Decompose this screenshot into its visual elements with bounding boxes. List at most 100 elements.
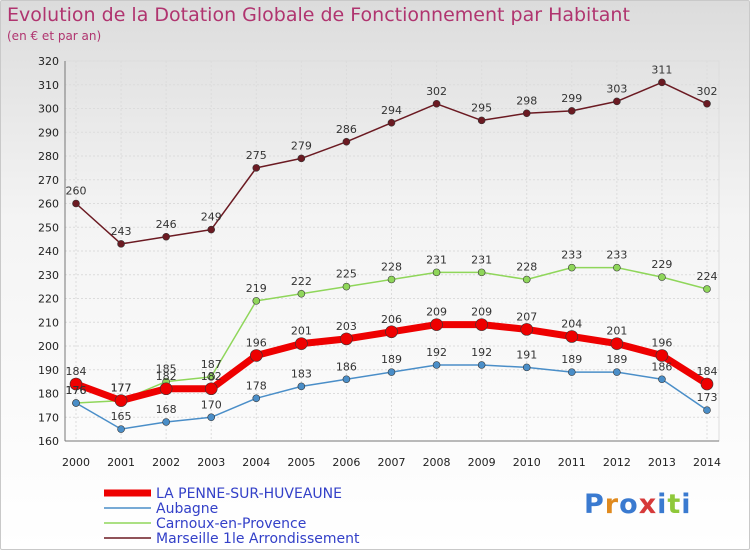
data-label: 189 — [606, 353, 627, 366]
x-tick-label: 2004 — [242, 456, 270, 469]
chart-subtitle: (en € et par an) — [7, 29, 102, 43]
data-label: 303 — [606, 82, 627, 95]
logo-letter: i — [681, 489, 692, 520]
y-tick-label: 170 — [38, 411, 59, 424]
data-label: 294 — [381, 104, 402, 117]
data-label: 222 — [291, 275, 312, 288]
data-point — [567, 107, 576, 115]
data-point — [432, 361, 441, 369]
data-point — [658, 273, 666, 281]
data-point — [342, 137, 351, 146]
data-point — [432, 99, 441, 108]
x-tick-label: 2009 — [468, 456, 496, 469]
data-point — [475, 318, 488, 331]
x-tick-label: 2007 — [378, 456, 406, 469]
data-point — [252, 297, 261, 305]
x-tick-label: 2003 — [197, 456, 225, 469]
data-label: 286 — [336, 123, 357, 136]
logo-letter: P — [584, 489, 605, 520]
data-point — [477, 116, 486, 125]
data-point — [613, 263, 621, 272]
y-tick-label: 280 — [38, 150, 59, 163]
y-tick-label: 190 — [38, 364, 59, 377]
data-label: 233 — [606, 249, 627, 262]
data-point — [522, 363, 531, 372]
data-point — [72, 399, 80, 407]
data-point — [613, 97, 621, 106]
y-tick-label: 230 — [38, 269, 59, 282]
data-labels-layer: 260 243 246 249 275 279 286 294 302 295 298 299 303 3… — [66, 63, 718, 423]
data-point — [252, 164, 261, 172]
data-point — [703, 406, 711, 414]
data-label: 176 — [66, 384, 87, 397]
data-label: 191 — [516, 348, 537, 361]
x-tick-label: 2013 — [648, 456, 676, 469]
data-point — [297, 289, 306, 298]
x-tick-label: 2000 — [62, 456, 90, 469]
data-point — [249, 349, 263, 362]
data-point — [655, 349, 669, 362]
data-label: 275 — [246, 149, 267, 162]
data-label: 206 — [381, 313, 402, 326]
y-tick-label: 200 — [38, 340, 59, 353]
data-point — [117, 425, 125, 433]
data-point — [565, 330, 579, 343]
data-label: 177 — [111, 382, 132, 395]
proxiti-logo: Proxiti — [584, 489, 692, 520]
data-label: 225 — [336, 268, 357, 281]
data-label: 219 — [246, 282, 267, 295]
data-point — [520, 323, 534, 336]
data-label: 249 — [201, 211, 222, 224]
data-label: 311 — [651, 63, 672, 76]
y-tick-label: 250 — [38, 221, 59, 234]
x-tick-label: 2008 — [423, 456, 451, 469]
y-tick-label: 220 — [38, 293, 59, 306]
chart-axes: 160 170 180 190 200 210 220 230 240 250 260 270 280 2… — [38, 55, 721, 469]
x-tick-label: 2010 — [513, 456, 541, 469]
data-label: 201 — [606, 325, 627, 338]
data-point — [72, 199, 80, 208]
data-label: 189 — [381, 353, 402, 366]
data-point — [69, 377, 83, 391]
data-label: 186 — [336, 360, 357, 373]
data-label: 298 — [516, 94, 537, 107]
data-point — [432, 268, 441, 277]
x-tick-label: 2002 — [152, 456, 180, 469]
data-label: 196 — [246, 337, 267, 350]
data-label: 184 — [66, 365, 87, 378]
data-point — [522, 275, 531, 284]
data-label: 279 — [291, 139, 312, 152]
data-label: 196 — [651, 337, 672, 350]
data-point — [162, 418, 170, 426]
data-label: 224 — [697, 270, 718, 283]
data-point — [114, 394, 128, 407]
x-tick-label: 2011 — [558, 456, 586, 469]
data-label: 228 — [516, 261, 537, 274]
logo-letter: i — [657, 489, 668, 520]
data-label: 209 — [426, 306, 447, 319]
data-label: 204 — [561, 318, 582, 331]
data-point — [207, 413, 216, 422]
chart-title: Evolution de la Dotation Globale de Fonc… — [7, 4, 630, 26]
y-tick-label: 270 — [38, 174, 59, 187]
y-tick-label: 310 — [38, 79, 59, 92]
x-tick-label: 2014 — [693, 456, 721, 469]
data-label: 231 — [471, 253, 492, 266]
data-label: 231 — [426, 253, 447, 266]
y-tick-label: 210 — [38, 316, 59, 329]
y-tick-label: 300 — [38, 103, 59, 116]
logo-letter: x — [638, 489, 658, 520]
data-point — [340, 332, 353, 346]
data-point — [658, 78, 666, 87]
data-point — [703, 285, 711, 293]
data-point — [342, 282, 351, 291]
data-label: 246 — [156, 218, 177, 231]
data-label: 192 — [471, 346, 492, 359]
data-label: 207 — [516, 310, 537, 323]
data-point — [387, 275, 396, 284]
data-point — [117, 240, 125, 248]
data-label: 233 — [561, 249, 582, 262]
data-point — [610, 337, 624, 350]
